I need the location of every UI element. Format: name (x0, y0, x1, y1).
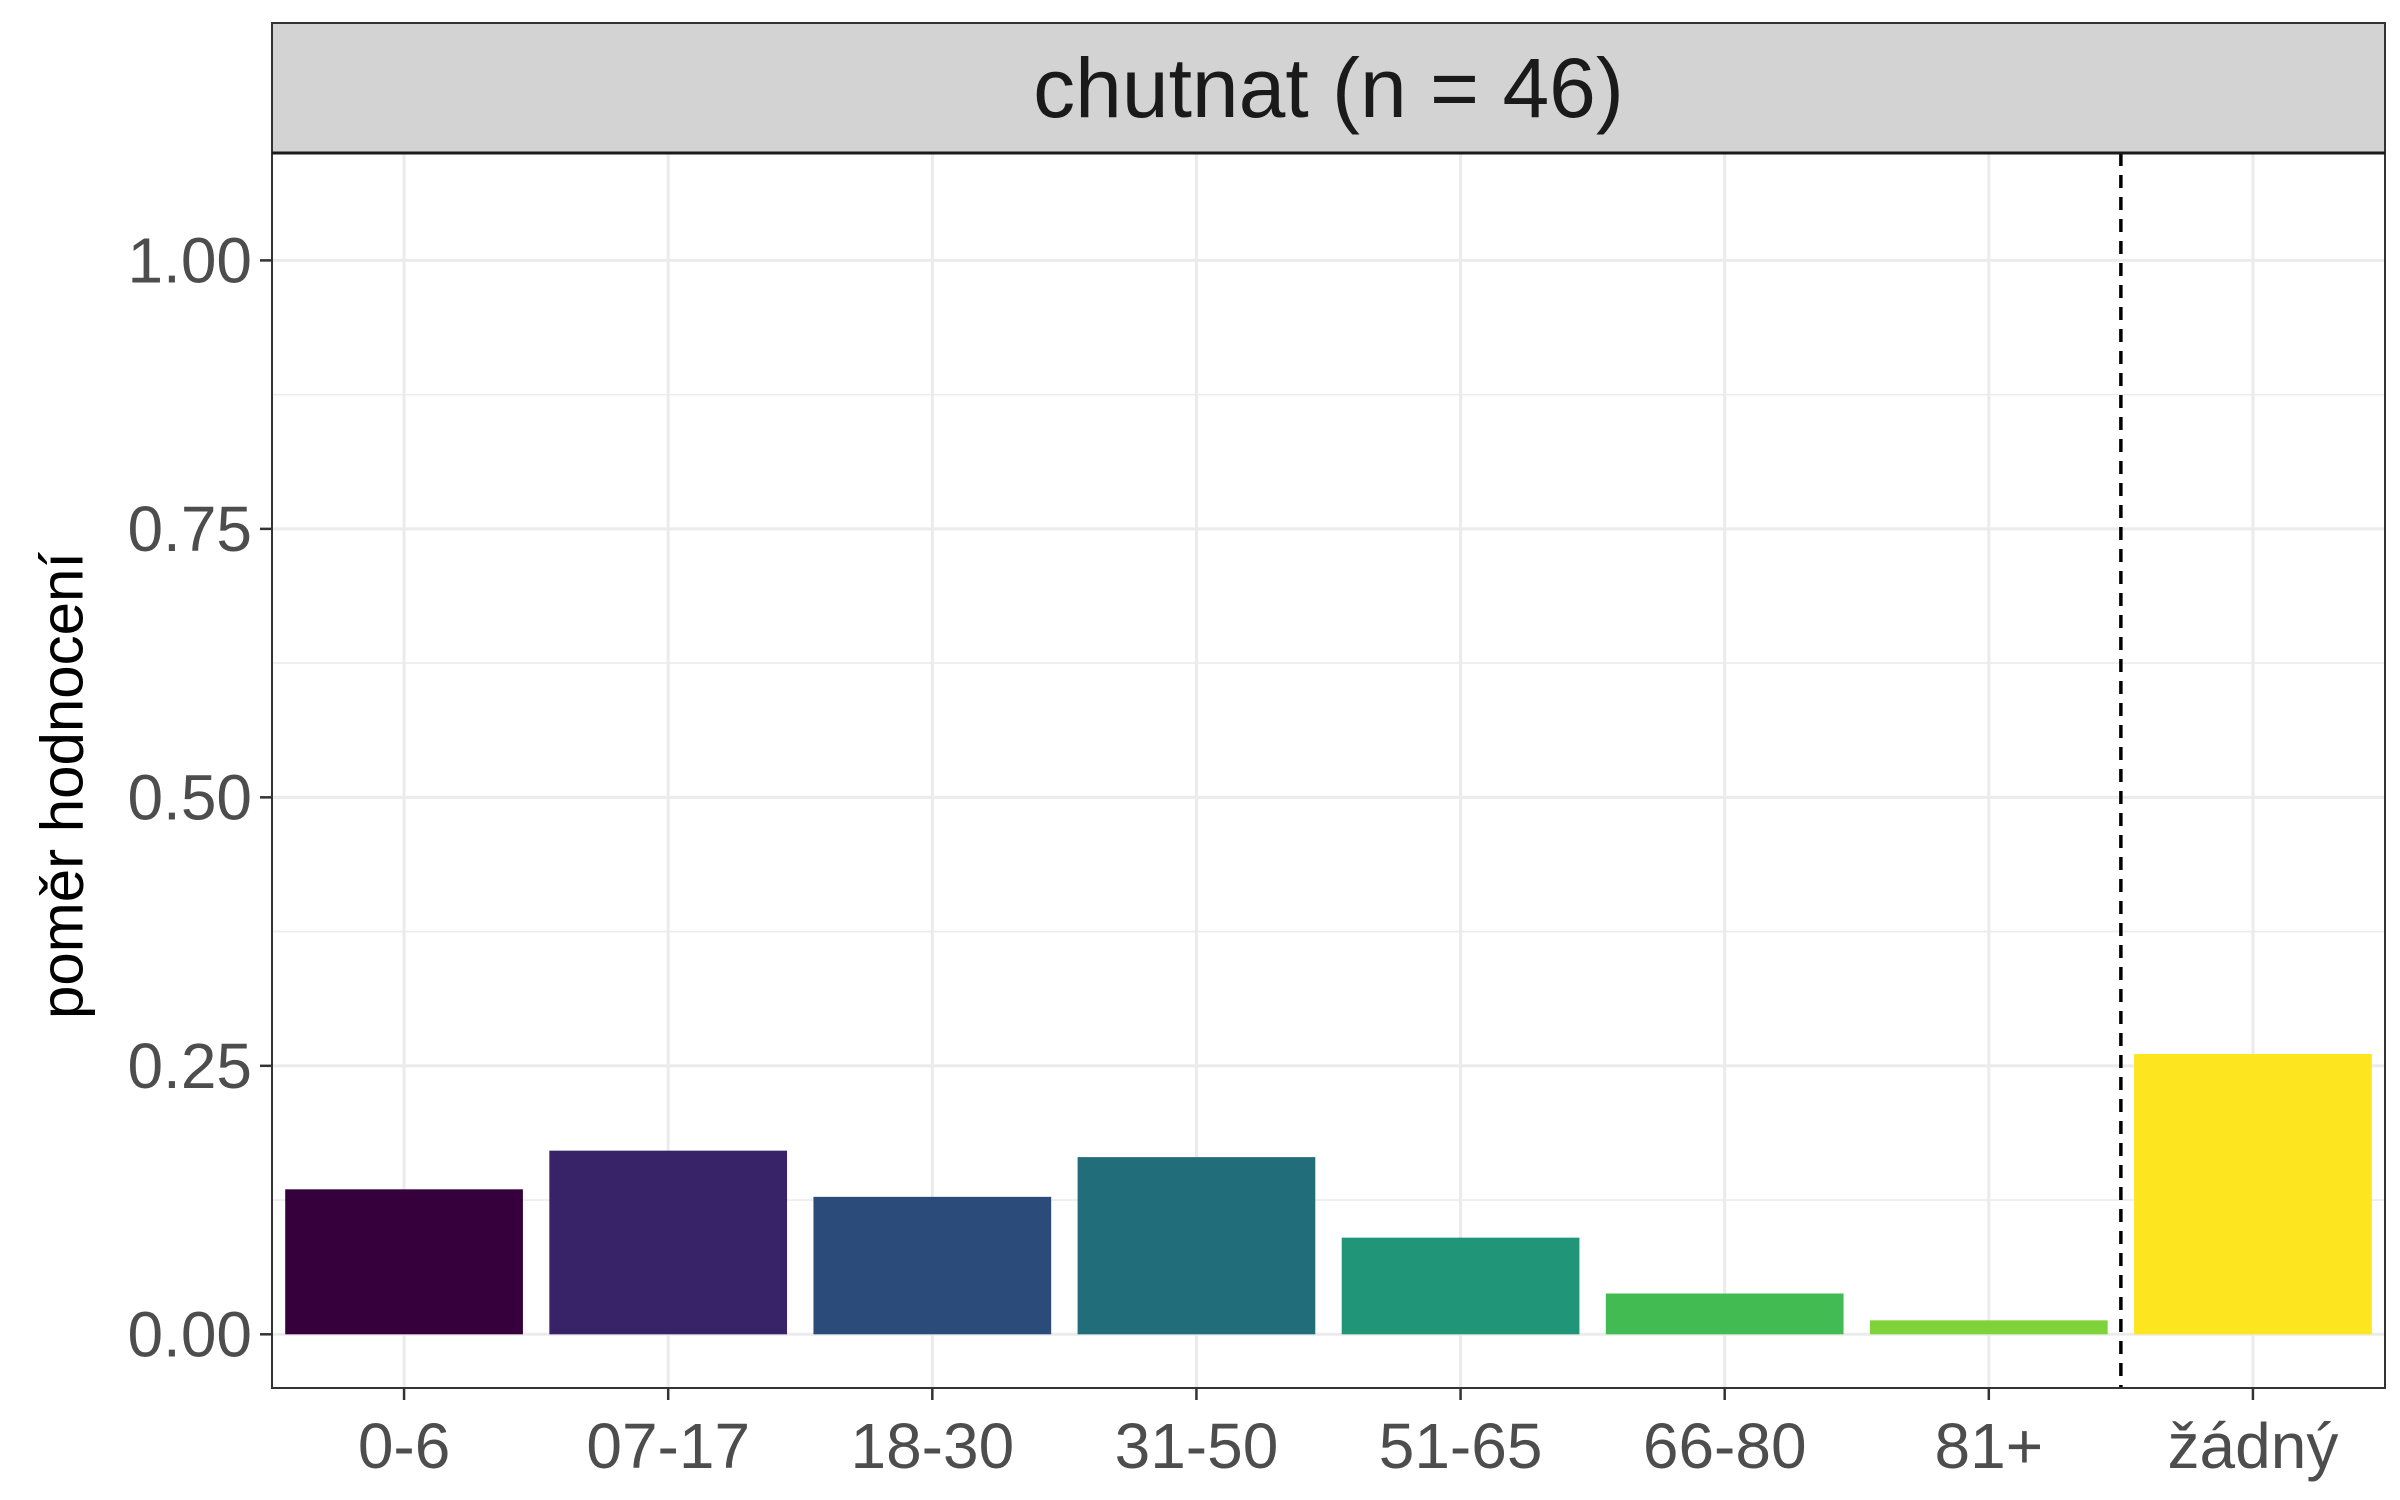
bar (549, 1150, 788, 1335)
x-tick-label: 51-65 (1379, 1410, 1543, 1482)
x-axis: 0-6 07-17 18-30 31-50 51-65 66-80 81+ žádný (358, 1388, 2339, 1482)
y-tick-label: 0.00 (127, 1298, 252, 1370)
y-tick-label: 0.75 (127, 493, 252, 565)
y-axis: 0.00 0.25 0.50 0.75 1.00 (127, 224, 272, 1370)
x-tick-label: 31-50 (1115, 1410, 1279, 1482)
facet-strip-background (271, 22, 2386, 154)
x-tick-label: žádný (2168, 1410, 2339, 1482)
x-tick-label: 0-6 (358, 1410, 451, 1482)
bar (2134, 1054, 2372, 1335)
facet-title: chutnat (n = 46) (1033, 41, 1624, 135)
y-tick-label: 0.25 (127, 1030, 252, 1102)
bar (1605, 1293, 1844, 1335)
y-axis-label: poměr hodnocení (29, 552, 96, 1019)
bars (285, 1054, 2372, 1335)
x-tick-label: 81+ (1935, 1410, 2044, 1482)
x-tick-label: 66-80 (1643, 1410, 1807, 1482)
x-tick-label: 07-17 (586, 1410, 750, 1482)
bar (1077, 1157, 1316, 1335)
x-tick-label: 18-30 (850, 1410, 1014, 1482)
bar (1341, 1237, 1580, 1335)
y-tick-label: 0.50 (127, 761, 252, 833)
y-tick-label: 1.00 (127, 224, 252, 296)
bar (1869, 1320, 2108, 1335)
bar (813, 1196, 1052, 1335)
grid-minor (272, 393, 2385, 1201)
facet-strip: chutnat (n = 46) (271, 22, 2386, 155)
bar (285, 1189, 523, 1335)
